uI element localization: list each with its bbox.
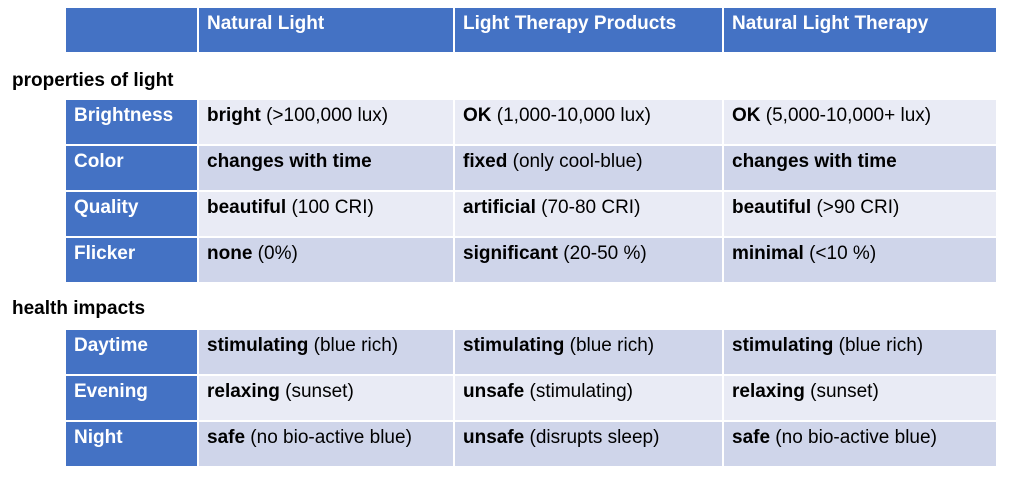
header-light-therapy-products: Light Therapy Products [455,8,722,52]
table-cell: OK (5,000-10,000+ lux) [724,100,996,144]
table-cell: stimulating (blue rich) [199,330,453,374]
table-cell: changes with time [199,146,453,190]
table-cell: beautiful (100 CRI) [199,192,453,236]
header-natural-light: Natural Light [199,8,453,52]
table-cell: safe (no bio-active blue) [724,422,996,466]
table-cell: stimulating (blue rich) [724,330,996,374]
header-cell-empty [66,8,197,52]
header-natural-light-therapy: Natural Light Therapy [724,8,996,52]
table-cell: OK (1,000-10,000 lux) [455,100,722,144]
section-title-properties: properties of light [12,70,174,91]
table-cell: unsafe (stimulating) [455,376,722,420]
table-cell: beautiful (>90 CRI) [724,192,996,236]
table-cell: none (0%) [199,238,453,282]
table-cell: relaxing (sunset) [199,376,453,420]
table-cell: significant (20-50 %) [455,238,722,282]
row-label-evening: Evening [66,376,197,420]
row-label-daytime: Daytime [66,330,197,374]
table-cell: changes with time [724,146,996,190]
table-cell: fixed (only cool-blue) [455,146,722,190]
row-label-quality: Quality [66,192,197,236]
table-cell: safe (no bio-active blue) [199,422,453,466]
table-cell: bright (>100,000 lux) [199,100,453,144]
table-cell: stimulating (blue rich) [455,330,722,374]
section-title-health: health impacts [12,298,146,319]
row-label-brightness: Brightness [66,100,197,144]
row-label-color: Color [66,146,197,190]
row-label-flicker: Flicker [66,238,197,282]
table-cell: relaxing (sunset) [724,376,996,420]
table-cell: artificial (70-80 CRI) [455,192,722,236]
table-cell: minimal (<10 %) [724,238,996,282]
table-cell: unsafe (disrupts sleep) [455,422,722,466]
row-label-night: Night [66,422,197,466]
